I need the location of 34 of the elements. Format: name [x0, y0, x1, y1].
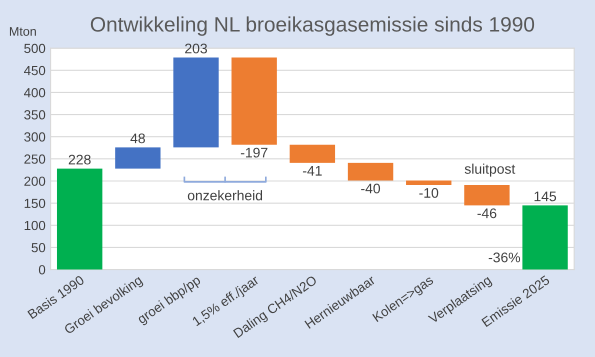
y-tick-label: 100 — [24, 220, 46, 230]
y-tick-label: 200 — [24, 176, 46, 186]
bar — [348, 162, 394, 181]
y-tick-label: 450 — [24, 66, 46, 76]
data-label: -41 — [302, 166, 322, 176]
annotation: sluitpost — [464, 164, 516, 177]
y-tick-label: 150 — [24, 198, 46, 208]
y-axis-title: Mton — [10, 27, 36, 36]
data-label: 145 — [534, 192, 556, 202]
y-tick-label: 50 — [32, 242, 46, 252]
bar — [56, 168, 102, 270]
bar — [406, 180, 452, 185]
y-tick-label: 350 — [24, 110, 46, 120]
bar — [173, 57, 219, 148]
data-label: -46 — [477, 208, 496, 218]
data-label: 228 — [68, 154, 91, 165]
annotation: onzekerheid — [188, 190, 262, 200]
y-tick-label: 0 — [38, 265, 46, 274]
data-label: 48 — [130, 133, 145, 144]
y-tick-label: 250 — [24, 154, 46, 164]
data-label: 203 — [185, 44, 207, 54]
y-tick-label: 400 — [24, 88, 46, 98]
chart-title: Ontwikkeling NL broeikasgasemissie sinds 1990 — [90, 16, 534, 36]
data-label: -197 — [240, 148, 268, 158]
data-label: -40 — [361, 184, 380, 194]
y-tick-label: 500 — [24, 44, 46, 54]
bar — [232, 57, 277, 145]
data-label: -10 — [419, 188, 438, 198]
bar — [115, 147, 161, 169]
y-tick-label: 300 — [24, 132, 46, 142]
bar — [290, 144, 336, 163]
bar — [522, 205, 568, 270]
annotation: -36% — [488, 252, 520, 262]
bar — [464, 184, 510, 206]
